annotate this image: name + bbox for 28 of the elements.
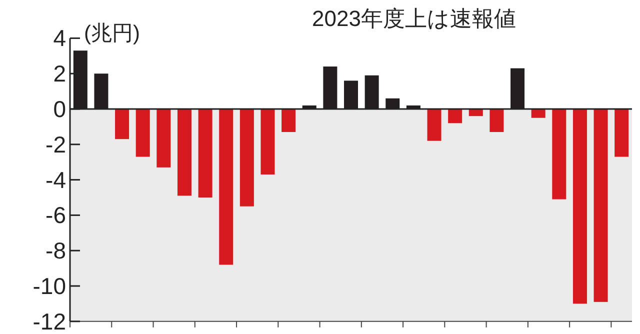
bar [198,109,212,198]
bar [572,109,587,304]
bar [156,109,171,168]
bar [448,109,462,124]
y-tick-label: -8 [46,238,66,264]
y-tick-label: -12 [32,308,66,334]
bar [240,109,254,206]
y-tick-label: 0 [53,96,66,122]
bar [531,109,546,118]
bar [136,109,150,157]
text: 2023年度上は速報値 [312,6,516,31]
bar [219,109,234,265]
bar [177,109,192,196]
bar [282,109,296,132]
y-tick-label: -6 [46,202,66,228]
y-tick-label: 2 [53,60,66,87]
bar [614,109,629,157]
bar [490,109,504,132]
y-tick-label: -4 [46,166,66,193]
bar [260,109,275,174]
y-axis-title: (兆円) [84,22,140,46]
bar [427,109,442,141]
bar [552,109,566,200]
y-tick-label: -10 [32,273,66,299]
bar [115,109,130,140]
y-tick-label: -2 [46,131,66,158]
y-tick-label: 4 [53,25,66,52]
bar [594,109,608,302]
